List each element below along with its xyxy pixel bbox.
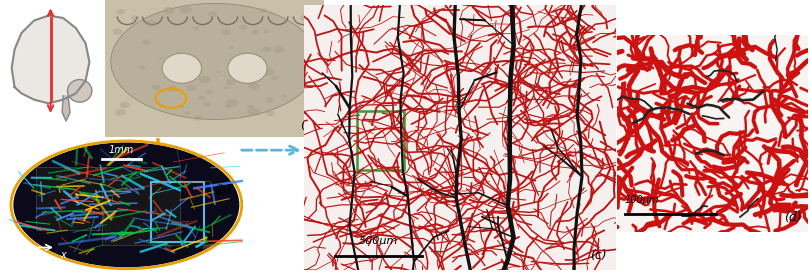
Text: 500μm: 500μm xyxy=(359,236,399,247)
Circle shape xyxy=(194,26,199,30)
Circle shape xyxy=(253,70,262,76)
Circle shape xyxy=(159,57,164,60)
Circle shape xyxy=(254,69,261,73)
Circle shape xyxy=(225,105,231,108)
Circle shape xyxy=(242,69,254,76)
Circle shape xyxy=(198,76,211,84)
Circle shape xyxy=(248,83,260,90)
Circle shape xyxy=(198,96,207,100)
Circle shape xyxy=(226,99,238,107)
Circle shape xyxy=(120,102,130,108)
Ellipse shape xyxy=(111,4,318,120)
Circle shape xyxy=(262,46,271,52)
Text: (c): (c) xyxy=(590,249,606,262)
Circle shape xyxy=(301,14,311,21)
Ellipse shape xyxy=(162,53,202,83)
Circle shape xyxy=(115,109,126,116)
Circle shape xyxy=(202,101,211,107)
Bar xyxy=(102,167,180,245)
Text: (d): (d) xyxy=(784,211,802,224)
Bar xyxy=(151,182,204,242)
Text: x: x xyxy=(61,250,66,260)
Ellipse shape xyxy=(67,79,92,102)
Ellipse shape xyxy=(228,53,267,83)
Circle shape xyxy=(151,84,161,90)
Circle shape xyxy=(216,70,221,73)
Ellipse shape xyxy=(13,143,240,267)
Circle shape xyxy=(117,9,125,14)
Bar xyxy=(36,167,109,230)
Text: 1mm: 1mm xyxy=(109,145,134,155)
Circle shape xyxy=(228,46,234,49)
Circle shape xyxy=(247,108,260,116)
Polygon shape xyxy=(11,16,89,103)
Circle shape xyxy=(251,30,259,35)
Circle shape xyxy=(206,90,213,94)
Circle shape xyxy=(221,29,231,35)
Circle shape xyxy=(131,16,139,21)
Circle shape xyxy=(239,25,247,30)
Circle shape xyxy=(180,7,192,14)
Text: (b): (b) xyxy=(214,184,232,197)
Circle shape xyxy=(208,11,218,17)
Circle shape xyxy=(185,111,190,114)
Circle shape xyxy=(167,86,177,92)
Circle shape xyxy=(163,7,174,14)
Text: 100μm: 100μm xyxy=(625,195,659,204)
Circle shape xyxy=(282,94,287,97)
Text: y: y xyxy=(4,210,10,221)
Circle shape xyxy=(262,68,275,76)
Circle shape xyxy=(139,66,145,70)
Text: (a): (a) xyxy=(300,119,318,132)
Circle shape xyxy=(271,76,278,80)
Circle shape xyxy=(263,30,269,33)
Circle shape xyxy=(146,20,156,27)
Circle shape xyxy=(266,111,275,116)
Circle shape xyxy=(259,8,266,13)
Circle shape xyxy=(226,80,236,85)
Polygon shape xyxy=(62,96,70,121)
Circle shape xyxy=(113,28,123,35)
Circle shape xyxy=(186,67,192,70)
Circle shape xyxy=(224,86,228,89)
Circle shape xyxy=(274,46,284,53)
Circle shape xyxy=(178,105,184,108)
Circle shape xyxy=(248,105,254,109)
Circle shape xyxy=(194,115,202,121)
Circle shape xyxy=(186,85,196,91)
Circle shape xyxy=(243,65,253,71)
Circle shape xyxy=(142,40,151,45)
Bar xyxy=(356,111,403,170)
Circle shape xyxy=(265,98,274,103)
